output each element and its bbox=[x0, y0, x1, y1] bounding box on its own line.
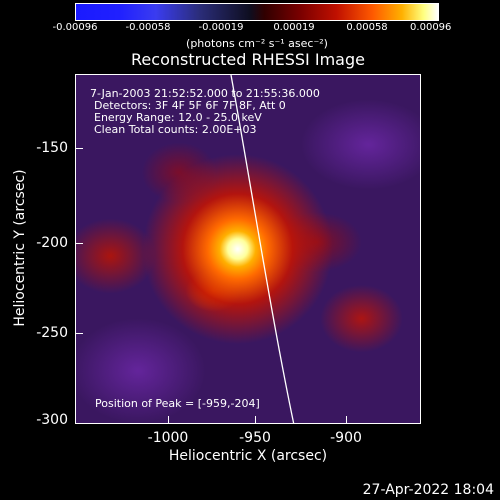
y-tick: -200 bbox=[36, 235, 68, 251]
x-tick: -900 bbox=[330, 430, 362, 446]
colorbar-tick: -0.00058 bbox=[125, 22, 171, 33]
y-tick-mark bbox=[75, 333, 83, 334]
y-tick: -300 bbox=[36, 412, 68, 428]
x-tick-mark bbox=[255, 416, 256, 424]
timestamp: 27-Apr-2022 18:04 bbox=[362, 482, 494, 498]
colorbar-tick: -0.00019 bbox=[198, 22, 244, 33]
colorbar bbox=[75, 3, 439, 21]
info-line-counts: Clean Total counts: 2.00E+03 bbox=[94, 123, 257, 136]
y-tick: -250 bbox=[36, 325, 68, 341]
y-tick-mark bbox=[75, 148, 83, 149]
solar-limb-line bbox=[230, 75, 295, 423]
colorbar-tick: 0.00058 bbox=[346, 22, 388, 33]
plot-title: Reconstructed RHESSI Image bbox=[131, 50, 365, 69]
x-tick-mark bbox=[168, 416, 169, 424]
image-plot: 7-Jan-2003 21:52:52.000 to 21:55:36.000 … bbox=[75, 74, 421, 424]
y-axis-label: Heliocentric Y (arcsec) bbox=[12, 169, 28, 327]
peak-position-label: Position of Peak = [-959,-204] bbox=[95, 397, 260, 410]
info-line-energy: Energy Range: 12.0 - 25.0 keV bbox=[94, 111, 262, 124]
y-tick: -150 bbox=[36, 140, 68, 156]
colorbar-tick: 0.00019 bbox=[273, 22, 315, 33]
colorbar-tick: 0.00096 bbox=[410, 22, 452, 33]
x-axis-label: Heliocentric X (arcsec) bbox=[168, 448, 328, 464]
x-tick: -1000 bbox=[147, 430, 189, 446]
info-line-detectors: Detectors: 3F 4F 5F 6F 7F 8F, Att 0 bbox=[94, 99, 286, 112]
info-line-time: 7-Jan-2003 21:52:52.000 to 21:55:36.000 bbox=[90, 87, 320, 100]
colorbar-tick: -0.00096 bbox=[52, 22, 98, 33]
x-tick-mark bbox=[346, 416, 347, 424]
colorbar-units: (photons cm⁻² s⁻¹ asec⁻²) bbox=[186, 37, 328, 50]
x-tick: -950 bbox=[239, 430, 271, 446]
y-tick-mark bbox=[75, 243, 83, 244]
